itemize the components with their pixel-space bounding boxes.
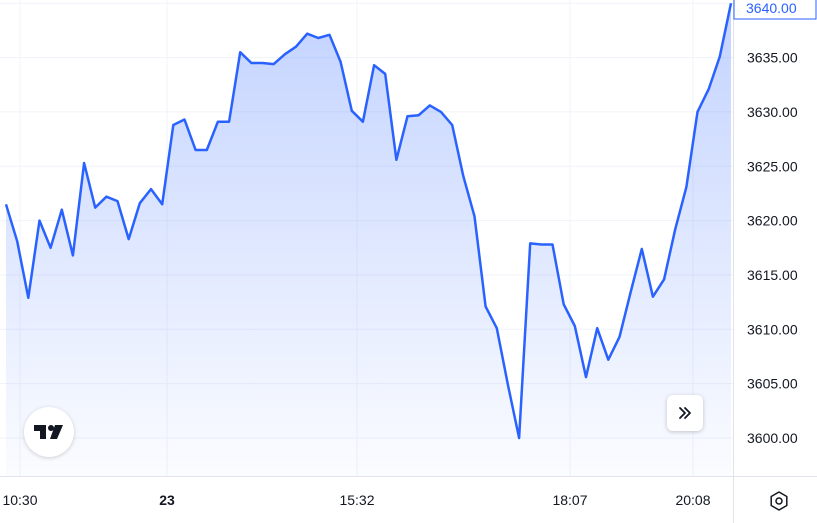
chart-settings-button[interactable] bbox=[766, 488, 792, 514]
data-point bbox=[372, 63, 376, 67]
gear-icon bbox=[770, 491, 788, 511]
data-point bbox=[305, 32, 309, 36]
data-point bbox=[182, 118, 186, 122]
data-point bbox=[4, 202, 8, 206]
data-point bbox=[461, 174, 465, 178]
data-point bbox=[629, 290, 633, 294]
y-tick-label: 3615.00 bbox=[747, 267, 798, 283]
data-point bbox=[562, 302, 566, 306]
data-point bbox=[261, 61, 265, 65]
y-axis: 3600.00 3605.00 3610.00 3615.00 3620.00 3625.… bbox=[747, 0, 798, 446]
double-chevron-right-icon bbox=[679, 407, 691, 419]
scroll-to-realtime-button[interactable] bbox=[667, 395, 703, 431]
data-point bbox=[37, 219, 41, 223]
y-tick-label: 3605.00 bbox=[747, 376, 798, 392]
x-tick-label: 15:32 bbox=[339, 492, 374, 508]
data-point bbox=[272, 62, 276, 66]
data-point bbox=[394, 158, 398, 162]
data-point bbox=[149, 187, 153, 191]
data-point bbox=[517, 436, 521, 440]
data-point bbox=[216, 120, 220, 124]
data-point bbox=[327, 33, 331, 37]
data-point bbox=[160, 202, 164, 206]
data-point bbox=[439, 110, 443, 114]
data-point bbox=[417, 113, 421, 117]
data-point bbox=[617, 335, 621, 339]
data-point bbox=[640, 247, 644, 251]
x-tick-label: 20:08 bbox=[675, 492, 710, 508]
y-tick-label: 3610.00 bbox=[747, 321, 798, 337]
y-tick-label: 3635.00 bbox=[747, 50, 798, 66]
y-tick-label: 3630.00 bbox=[747, 104, 798, 120]
data-point bbox=[15, 239, 19, 243]
y-tick-label: 3600.00 bbox=[747, 430, 798, 446]
x-tick-label: 23 bbox=[159, 492, 175, 508]
data-point bbox=[138, 201, 142, 205]
data-point bbox=[71, 253, 75, 257]
data-point bbox=[707, 87, 711, 91]
data-point bbox=[116, 199, 120, 203]
data-point bbox=[93, 206, 97, 210]
data-point bbox=[127, 237, 131, 241]
tradingview-logo-icon bbox=[34, 425, 63, 439]
data-point bbox=[506, 383, 510, 387]
data-point bbox=[484, 304, 488, 308]
tradingview-logo[interactable] bbox=[24, 407, 74, 457]
data-point bbox=[539, 243, 543, 247]
data-point bbox=[294, 45, 298, 49]
data-point bbox=[383, 72, 387, 76]
data-point bbox=[595, 326, 599, 330]
data-point bbox=[227, 120, 231, 124]
price-area-fill bbox=[6, 3, 731, 477]
data-point bbox=[662, 277, 666, 281]
y-tick-label: 3620.00 bbox=[747, 213, 798, 229]
data-point bbox=[238, 50, 242, 54]
data-point bbox=[171, 123, 175, 127]
data-point bbox=[249, 61, 253, 65]
data-point bbox=[316, 36, 320, 40]
data-point bbox=[551, 243, 555, 247]
data-point bbox=[606, 358, 610, 362]
data-point bbox=[49, 246, 53, 250]
data-point bbox=[651, 295, 655, 299]
data-point bbox=[718, 55, 722, 59]
data-point bbox=[495, 326, 499, 330]
data-point bbox=[194, 148, 198, 152]
data-point bbox=[339, 60, 343, 64]
y-tick-label: 3625.00 bbox=[747, 158, 798, 174]
data-point bbox=[428, 103, 432, 107]
x-tick-label: 10:30 bbox=[2, 492, 37, 508]
x-axis: 10:30 23 15:32 18:07 20:08 bbox=[2, 492, 710, 508]
data-point bbox=[60, 208, 64, 212]
data-point bbox=[696, 110, 700, 114]
data-point bbox=[729, 1, 733, 5]
data-point bbox=[406, 114, 410, 118]
data-point bbox=[82, 161, 86, 165]
data-point bbox=[472, 214, 476, 218]
data-point bbox=[350, 109, 354, 113]
price-line bbox=[4, 3, 733, 440]
data-point bbox=[450, 123, 454, 127]
data-point bbox=[283, 52, 287, 56]
last-price-label-box bbox=[733, 0, 817, 20]
data-point bbox=[684, 185, 688, 189]
data-point bbox=[104, 195, 108, 199]
x-tick-label: 18:07 bbox=[552, 492, 587, 508]
data-point bbox=[361, 120, 365, 124]
data-point bbox=[584, 375, 588, 379]
data-point bbox=[26, 296, 30, 300]
last-price-label: 3640.00 bbox=[733, 0, 817, 20]
data-point bbox=[528, 241, 532, 245]
data-point bbox=[573, 324, 577, 328]
data-point bbox=[673, 227, 677, 231]
data-point bbox=[205, 148, 209, 152]
last-price-label-text: 3640.00 bbox=[746, 0, 797, 16]
